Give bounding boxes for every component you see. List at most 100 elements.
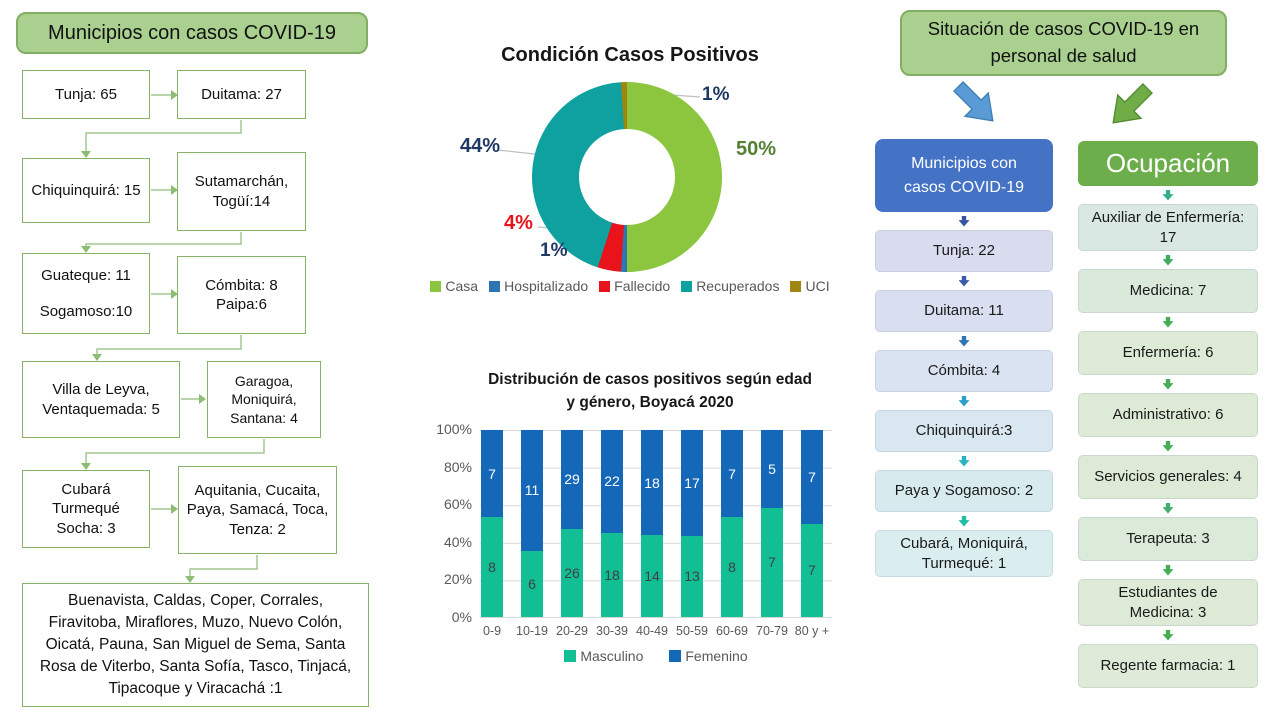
legend-item: Fallecido (599, 278, 670, 294)
flow-box-villa-de-leyva: Villa de Leyva, Ventaquemada: 5 (22, 361, 180, 438)
femenino-segment: 18 (641, 430, 663, 536)
donut-chart-title: Condición Casos Positivos (501, 44, 759, 66)
femenino-segment: 11 (521, 430, 543, 551)
y-axis-label: 80% (443, 458, 472, 475)
stacked-bar: 29 26 (561, 430, 583, 617)
mini-down-arrow-icon (958, 395, 970, 407)
list-item: Estudiantes de Medicina: 3 (1078, 579, 1258, 626)
bar-chart-plot: 7 8 11 6 29 26 22 18 18 14 17 13 7 8 5 7 7 7 (480, 430, 832, 618)
mini-down-arrow-icon (1162, 189, 1174, 201)
mini-down-arrow-icon (958, 335, 970, 347)
list-item: Cubará, Moniquirá, Turmequé: 1 (875, 530, 1053, 577)
legend-label: Recuperados (696, 278, 780, 294)
mini-down-arrow-icon (1162, 502, 1174, 514)
stacked-bar: 11 6 (521, 430, 543, 617)
x-axis-label: 70-79 (756, 624, 788, 638)
masculino-segment: 8 (481, 517, 503, 617)
ocupacion-column-title: Ocupación (1078, 141, 1258, 186)
legend-swatch (599, 280, 611, 292)
health-personnel-header: Situación de casos COVID-19 en personal … (900, 10, 1227, 76)
flowchart-title: Municipios con casos COVID-19 (16, 12, 368, 54)
legend-swatch (489, 280, 501, 292)
legend-swatch (790, 280, 802, 292)
x-axis-label: 20-29 (556, 624, 588, 638)
femenino-segment: 7 (801, 430, 823, 524)
donut-legend: Casa Hospitalizado Fallecido Recuperados UCI (424, 278, 836, 294)
list-item: Duitama: 11 (875, 290, 1053, 332)
list-item: Terapeuta: 3 (1078, 517, 1258, 561)
list-item: Chiquinquirá:3 (875, 410, 1053, 452)
y-axis-label: 60% (443, 496, 472, 513)
legend-label: Femenino (685, 648, 748, 664)
masculino-segment: 8 (721, 517, 743, 617)
mini-down-arrow-icon (1162, 564, 1174, 576)
femenino-segment: 5 (761, 430, 783, 508)
donut-callout-recuperados: 44% (459, 135, 500, 157)
legend-item: Hospitalizado (489, 278, 588, 294)
flow-box-combita: Cómbita: 8 Paipa:6 (177, 256, 306, 334)
mini-down-arrow-icon (958, 455, 970, 467)
masculino-segment: 14 (641, 535, 663, 617)
down-right-arrow-icon (1112, 83, 1153, 124)
femenino-segment: 29 (561, 430, 583, 529)
donut-callout-fallecido: 4% (504, 212, 533, 234)
legend-label: Masculino (580, 648, 644, 664)
municipios-column-title: Municipios con casos COVID-19 (875, 139, 1053, 212)
flow-box-aquitania: Aquitania, Cucaita, Paya, Samacá, Toca, … (178, 466, 337, 554)
legend-label: UCI (805, 278, 830, 294)
masculino-segment: 26 (561, 528, 583, 617)
femenino-segment: 22 (601, 430, 623, 533)
masculino-segment: 7 (761, 507, 783, 617)
mini-down-arrow-icon (958, 275, 970, 287)
mini-down-arrow-icon (1162, 254, 1174, 266)
x-axis-label: 60-69 (716, 624, 748, 638)
flow-box-cubara: Cubará Turmequé Socha: 3 (22, 470, 150, 548)
legend-item: Recuperados (681, 278, 779, 294)
legend-item: Masculino (564, 648, 643, 664)
mini-down-arrow-icon (1162, 316, 1174, 328)
x-axis-label: 50-59 (676, 624, 708, 638)
mini-down-arrow-icon (1162, 440, 1174, 452)
donut-callout-casa: 50% (736, 138, 777, 160)
legend-label: Casa (445, 278, 479, 294)
masculino-segment: 13 (681, 535, 703, 617)
flow-box-garagoa: Garagoa, Moniquirá, Santana: 4 (207, 361, 321, 438)
list-item: Paya y Sogamoso: 2 (875, 470, 1053, 512)
x-axis-label: 30-39 (596, 624, 628, 638)
ocupacion-column: Auxiliar de Enfermería: 17 Medicina: 7 Enf… (1078, 186, 1258, 688)
list-item: Auxiliar de Enfermería: 17 (1078, 204, 1258, 251)
y-axis-label: 40% (443, 533, 472, 550)
y-axis-label: 20% (443, 571, 472, 588)
legend-swatch (430, 280, 442, 292)
flow-box-guateque: Guateque: 11 Sogamoso:10 (22, 253, 150, 334)
municipios-column: Tunja: 22 Duitama: 11 Cómbita: 4 Chiquinqui… (875, 212, 1053, 577)
x-axis-label: 80 y + (794, 624, 830, 638)
flow-box-one-case-list: Buenavista, Caldas, Coper, Corrales, Fir… (22, 583, 369, 707)
legend-label: Hospitalizado (504, 278, 589, 294)
x-axis-label: 10-19 (516, 624, 548, 638)
flow-box-tunja: Tunja: 65 (22, 70, 150, 119)
down-left-arrow-icon (953, 81, 994, 122)
list-item: Servicios generales: 4 (1078, 455, 1258, 499)
legend-swatch (564, 650, 577, 662)
list-item: Enfermería: 6 (1078, 331, 1258, 375)
flow-box-chiquinquira: Chiquinquirá: 15 (22, 158, 150, 223)
legend-swatch (669, 650, 682, 662)
legend-label: Fallecido (614, 278, 671, 294)
list-item: Regente farmacia: 1 (1078, 644, 1258, 688)
mini-down-arrow-icon (958, 515, 970, 527)
legend-swatch (681, 280, 693, 292)
masculino-segment: 18 (601, 532, 623, 617)
masculino-segment: 7 (801, 523, 823, 617)
donut-hole (579, 129, 675, 225)
mini-down-arrow-icon (1162, 378, 1174, 390)
femenino-segment: 7 (481, 430, 503, 518)
stacked-bar: 18 14 (641, 430, 663, 617)
legend-item: UCI (790, 278, 830, 294)
y-axis-label: 100% (436, 421, 472, 437)
